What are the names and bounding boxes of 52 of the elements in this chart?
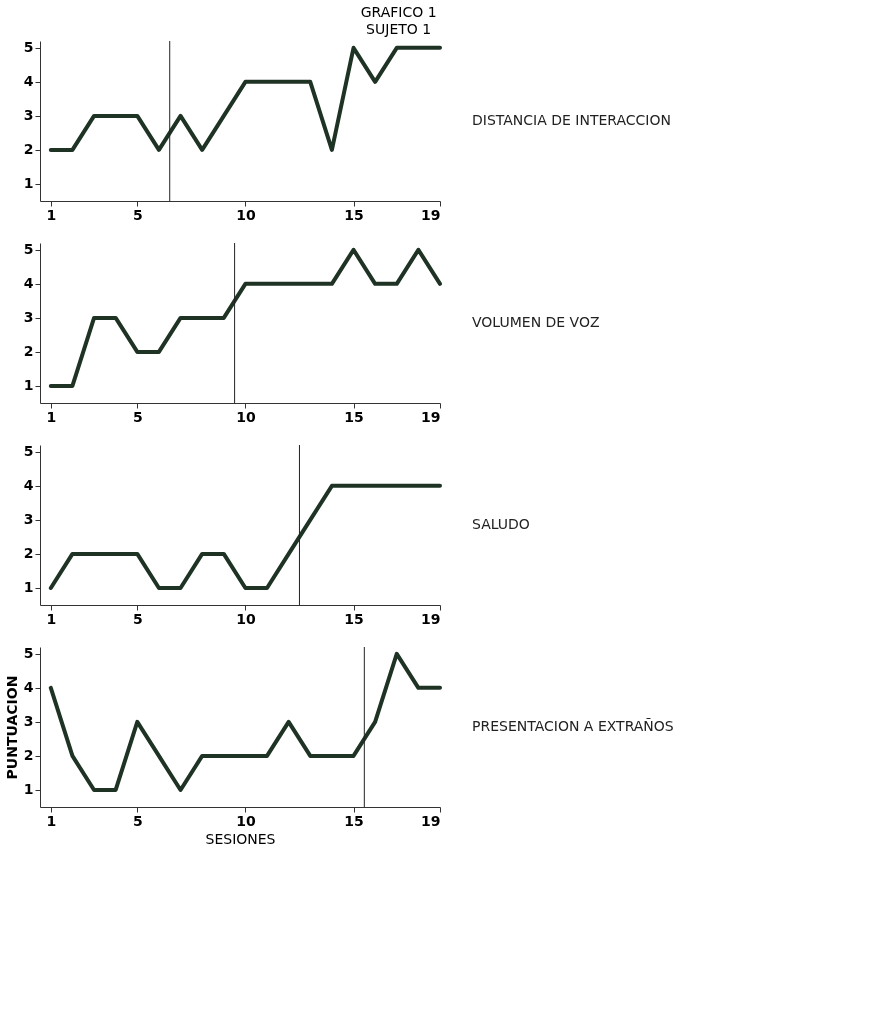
x-tick-label: 10 (236, 408, 256, 425)
y-tick-label: 1 (23, 377, 34, 394)
x-tick-label: 1 (46, 408, 57, 425)
y-tick-label: 5 (23, 443, 34, 460)
y-tick-label: 3 (23, 107, 34, 124)
line-series (48, 651, 442, 792)
x-tick-label: 15 (344, 408, 364, 425)
text: PRESENTACION A EXTRAÑOS (472, 718, 674, 734)
y-tick-label: 1 (23, 781, 34, 798)
y-tick-label: 2 (23, 141, 34, 158)
y-tick-label: 2 (23, 343, 34, 360)
y-tick-label: 1 (23, 175, 34, 192)
x-tick-label: 15 (344, 206, 364, 223)
x-tick-label: 10 (236, 812, 256, 829)
text: DISTANCIA DE INTERACCION (472, 112, 671, 128)
x-tick-label: 1 (46, 610, 57, 627)
text: VOLUMEN DE VOZ (472, 314, 600, 330)
x-tick-label: 5 (132, 812, 143, 829)
x-tick-label: 19 (421, 812, 441, 829)
line-series (48, 45, 442, 152)
line-series (48, 483, 442, 590)
y-tick-label: 5 (23, 645, 34, 662)
x-tick-label: 15 (344, 610, 364, 627)
y-axis-title: PUNTUACION (3, 675, 20, 780)
x-tick-label: 5 (132, 408, 143, 425)
x-tick-label: 15 (344, 812, 364, 829)
x-tick-label: 5 (132, 206, 143, 223)
x-tick-label: 1 (46, 812, 57, 829)
y-tick-label: 4 (23, 73, 34, 90)
y-tick-label: 5 (23, 39, 34, 56)
y-tick-label: 4 (23, 275, 34, 292)
chart-title: GRAFICO 1 (360, 3, 437, 20)
x-tick-label: 10 (236, 610, 256, 627)
chart-subtitle: SUJETO 1 (366, 20, 432, 37)
y-tick-label: 3 (23, 309, 34, 326)
y-tick-label: 2 (23, 747, 34, 764)
y-tick-label: 4 (23, 477, 34, 494)
x-tick-label: 1 (46, 206, 57, 223)
y-tick-label: 2 (23, 545, 34, 562)
x-tick-label: 19 (421, 206, 441, 223)
x-tick-label: 10 (236, 206, 256, 223)
x-tick-label: 19 (421, 408, 441, 425)
y-tick-label: 3 (23, 713, 34, 730)
line-series (48, 247, 442, 388)
y-tick-label: 5 (23, 241, 34, 258)
text: SALUDO (472, 516, 530, 532)
x-axis-title: SESIONES (205, 830, 276, 847)
x-tick-label: 19 (421, 610, 441, 627)
y-tick-label: 4 (23, 679, 34, 696)
y-tick-label: 3 (23, 511, 34, 528)
y-tick-label: 1 (23, 579, 34, 596)
x-tick-label: 5 (132, 610, 143, 627)
